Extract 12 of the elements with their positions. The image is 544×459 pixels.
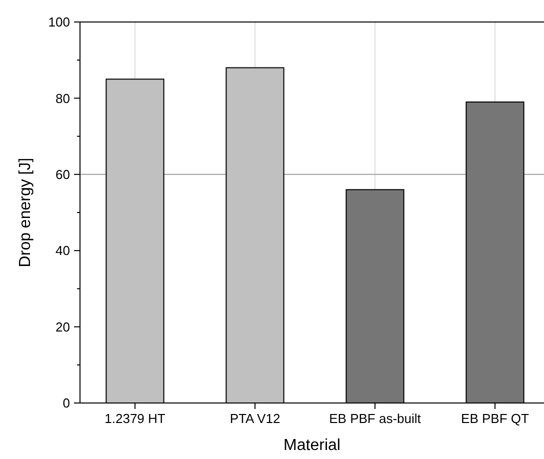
y-tick-label: 100 — [48, 14, 70, 30]
y-tick-label: 80 — [56, 90, 70, 106]
x-tick-label: PTA V12 — [230, 411, 280, 426]
y-tick-label: 0 — [62, 396, 70, 411]
x-axis-title: Material — [284, 437, 340, 454]
x-tick-label: EB PBF QT — [461, 411, 530, 426]
y-tick-label: 20 — [56, 319, 70, 334]
y-tick-label: 60 — [56, 166, 70, 182]
x-tick-label: EB PBF as-built — [329, 411, 422, 426]
y-axis-title: Drop energy [J] — [17, 158, 34, 268]
y-tick-label: 40 — [56, 243, 70, 258]
x-tick-label: 1.2379 HT — [104, 411, 166, 426]
